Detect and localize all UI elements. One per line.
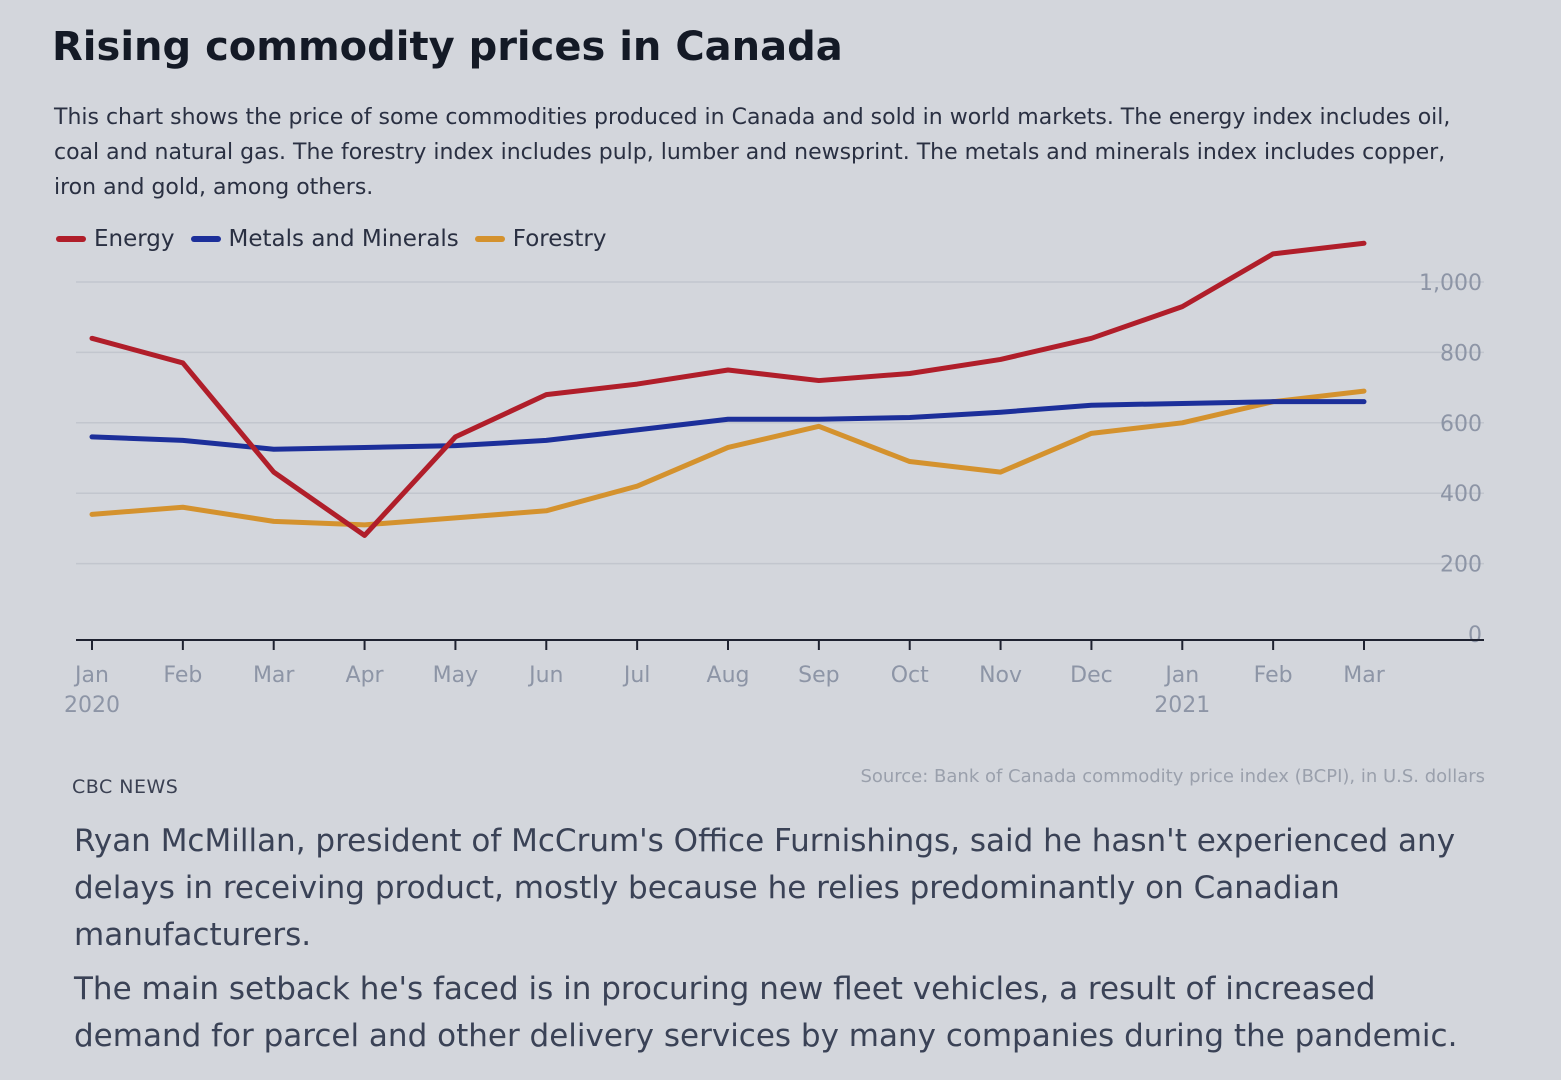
y-tick-label: 400 [1440, 482, 1482, 507]
legend-label-forestry: Forestry [512, 226, 607, 252]
x-tick-label: Aug [707, 663, 750, 688]
article-paragraph: Ryan McMillan, president of McCrum's Off… [74, 823, 1456, 953]
x-year-label: 2021 [1154, 693, 1210, 718]
legend-swatch-metals [190, 236, 221, 242]
x-year-label: 2020 [64, 693, 120, 718]
x-tick-label: Nov [979, 663, 1022, 688]
series-line-forestry [89, 388, 1367, 528]
x-tick-label: Jul [622, 663, 651, 688]
x-tick-label: Dec [1070, 663, 1113, 688]
legend-item-forestry: Forestry [474, 226, 607, 252]
chart-source: Source: Bank of Canada commodity price i… [860, 766, 1485, 787]
legend-swatch-energy [56, 236, 86, 242]
article-paragraph: The main setback he's faced is in procur… [74, 971, 1458, 1054]
x-tick-label: Jun [527, 663, 563, 688]
series-line-energy [89, 240, 1367, 538]
x-tick-label: Sep [798, 663, 839, 688]
y-tick-label: 1,000 [1419, 271, 1482, 296]
y-tick-label: 200 [1440, 553, 1482, 578]
x-tick-label: Jan [1163, 663, 1199, 688]
chart-subtitle: This chart shows the price of some commo… [54, 105, 1451, 200]
x-tick-label: Mar [253, 663, 295, 688]
news-credit: CBC NEWS [72, 776, 179, 798]
chart-title: Rising commodity prices in Canada [52, 24, 843, 70]
legend-label-metals: Metals and Minerals [228, 226, 459, 252]
x-tick-label: Feb [163, 663, 202, 688]
legend-item-energy: Energy [56, 226, 175, 252]
line-chart: 0 200 400 600 800 1,000 Jan 2020 Feb Mar Apr May Jun… [64, 240, 1484, 718]
legend-label-energy: Energy [94, 226, 175, 252]
series-line-metals-and-minerals [89, 399, 1367, 452]
legend-item-metals: Metals and Minerals [190, 226, 459, 252]
y-tick-label: 800 [1440, 341, 1482, 366]
x-tick-label: Jan [73, 663, 109, 688]
x-tick-label: Apr [346, 663, 385, 688]
x-tick-label: Oct [891, 663, 929, 688]
legend-swatch-forestry [474, 236, 505, 242]
x-tick-label: Mar [1343, 663, 1385, 688]
chart-legend: Energy Metals and Minerals Forestry [56, 226, 622, 252]
y-tick-label: 600 [1440, 412, 1482, 437]
x-tick-label: May [433, 663, 478, 688]
y-tick-label: 0 [1468, 623, 1482, 648]
x-tick-label: Feb [1254, 663, 1293, 688]
